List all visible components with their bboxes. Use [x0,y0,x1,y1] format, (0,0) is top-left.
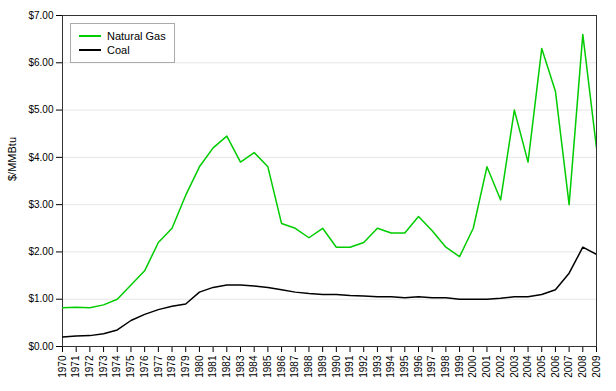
svg-text:1974: 1974 [111,355,122,378]
svg-text:1985: 1985 [262,355,273,378]
svg-text:2005: 2005 [536,355,547,378]
svg-text:1979: 1979 [180,355,191,378]
svg-text:1975: 1975 [125,355,136,378]
html-text:Coal: Coal [107,44,130,56]
svg-text:1976: 1976 [139,355,150,378]
svg-text:$/MMBtu: $/MMBtu [6,137,18,181]
svg-text:1986: 1986 [276,355,287,378]
svg-text:1997: 1997 [426,355,437,378]
svg-text:1994: 1994 [385,355,396,378]
svg-text:2000: 2000 [467,355,478,378]
svg-text:$4.00: $4.00 [28,152,53,163]
html-text:Natural Gas: Natural Gas [107,30,166,42]
svg-text:1970: 1970 [57,355,68,378]
svg-text:2008: 2008 [577,355,588,378]
svg-text:2003: 2003 [509,355,520,378]
svg-text:1982: 1982 [221,355,232,378]
svg-text:1998: 1998 [440,355,451,378]
svg-text:$7.00: $7.00 [28,10,53,21]
svg-text:$3.00: $3.00 [28,199,53,210]
svg-text:$2.00: $2.00 [28,246,53,257]
svg-text:1971: 1971 [70,355,81,378]
svg-text:1992: 1992 [358,355,369,378]
svg-text:1991: 1991 [344,355,355,378]
svg-text:1983: 1983 [235,355,246,378]
svg-text:$6.00: $6.00 [28,57,53,68]
svg-text:1993: 1993 [372,355,383,378]
svg-text:2001: 2001 [481,355,492,378]
svg-text:1996: 1996 [413,355,424,378]
svg-text:1990: 1990 [331,355,342,378]
svg-text:$0.00: $0.00 [28,341,53,352]
svg-text:$1.00: $1.00 [28,293,53,304]
svg-text:2006: 2006 [550,355,561,378]
svg-text:1984: 1984 [248,355,259,378]
svg-text:$5.00: $5.00 [28,104,53,115]
svg-text:2009: 2009 [591,355,602,378]
svg-text:1988: 1988 [303,355,314,378]
svg-text:1973: 1973 [98,355,109,378]
svg-text:1972: 1972 [84,355,95,378]
svg-text:2002: 2002 [495,355,506,378]
svg-text:2007: 2007 [563,355,574,378]
svg-text:1977: 1977 [153,355,164,378]
svg-text:1999: 1999 [454,355,465,378]
svg-text:1987: 1987 [289,355,300,378]
svg-text:1989: 1989 [317,355,328,378]
svg-text:2004: 2004 [522,355,533,378]
svg-text:1981: 1981 [207,355,218,378]
svg-text:1995: 1995 [399,355,410,378]
svg-text:1980: 1980 [194,355,205,378]
svg-text:1978: 1978 [166,355,177,378]
